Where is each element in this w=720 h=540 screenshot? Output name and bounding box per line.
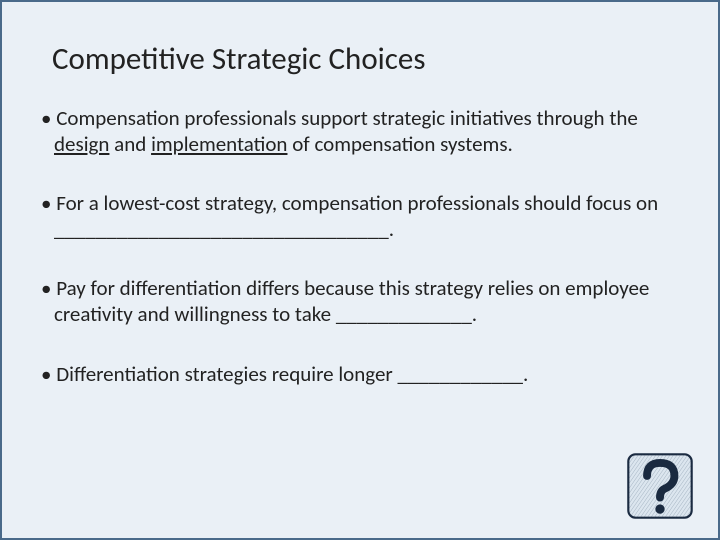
bullet-item: For a lowest-cost strategy, compensation… — [34, 191, 680, 242]
fill-blank: ____________ — [398, 361, 524, 387]
bullet-text: For a lowest-cost strategy, compensation… — [56, 190, 658, 216]
bullet-text: Compensation professionals support strat… — [56, 105, 638, 131]
bullet-text: of compensation systems. — [287, 131, 512, 157]
underlined-word: implementation — [151, 131, 287, 157]
question-mark-icon — [624, 450, 696, 522]
bullet-text: Differentiation strategies require longe… — [56, 361, 397, 387]
bullet-text: . — [472, 301, 477, 327]
fill-blank: _____________ — [336, 301, 472, 327]
underlined-word: design — [54, 131, 109, 157]
bullet-text: . — [523, 361, 528, 387]
bullet-item: Pay for differentiation differs because … — [34, 276, 680, 327]
bullet-item: Compensation professionals support strat… — [34, 106, 680, 157]
bullet-item: Differentiation strategies require longe… — [34, 362, 680, 388]
slide-frame: Competitive Strategic Choices Compensati… — [0, 0, 720, 540]
bullet-text: and — [109, 131, 151, 157]
slide-title: Competitive Strategic Choices — [52, 40, 686, 78]
bullet-list: Compensation professionals support strat… — [34, 106, 686, 387]
bullet-text: . — [389, 216, 394, 242]
fill-blank: ________________________________ — [54, 216, 389, 242]
